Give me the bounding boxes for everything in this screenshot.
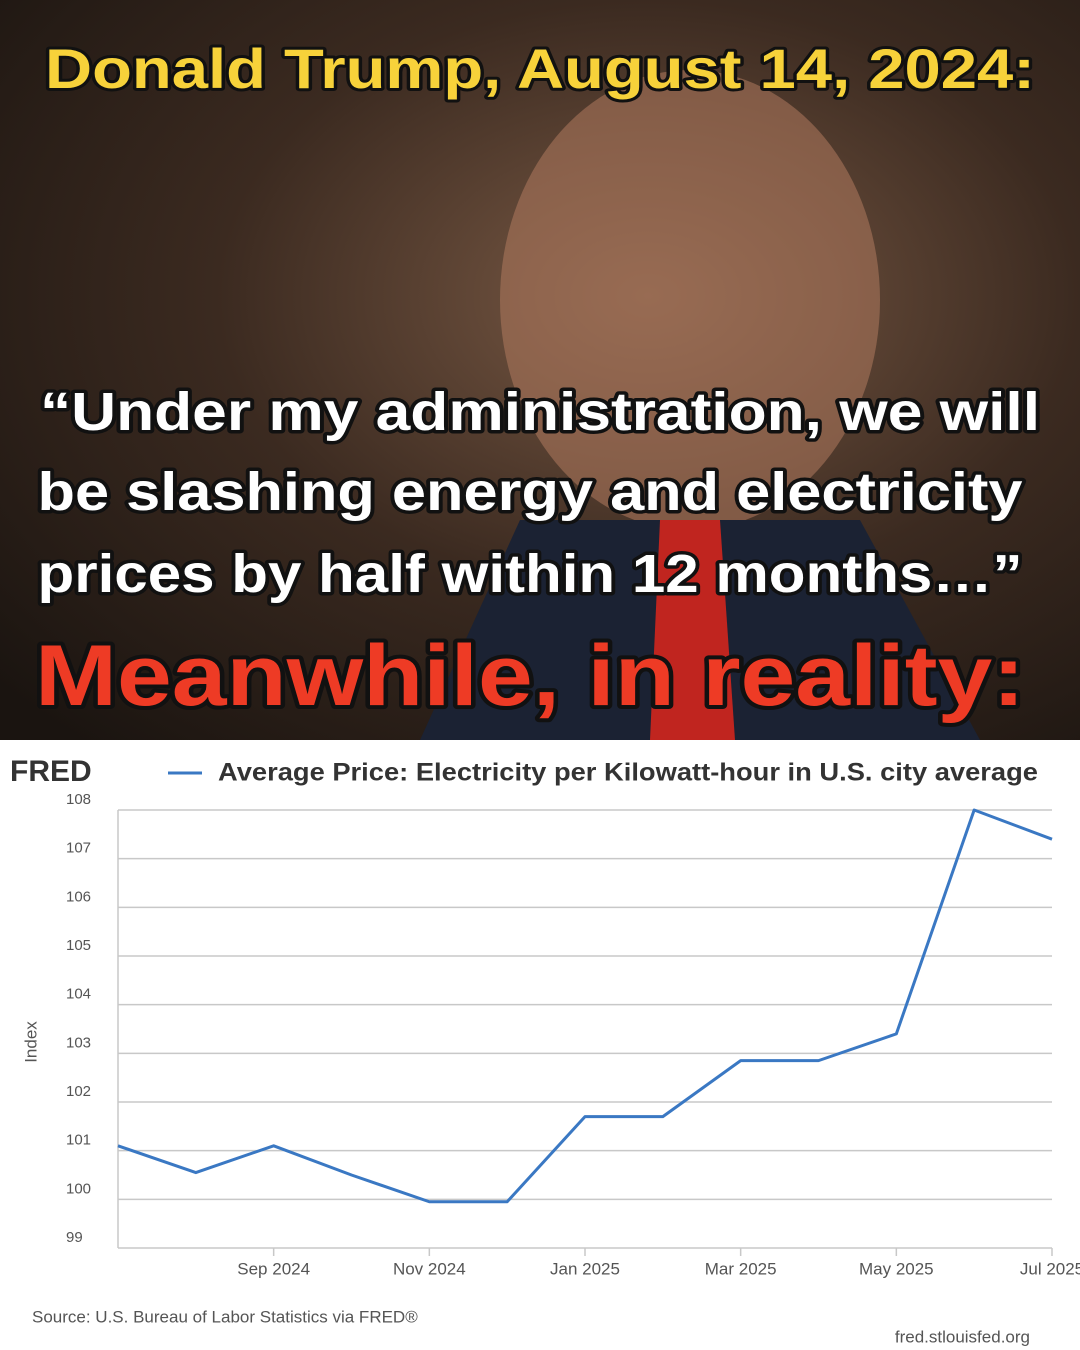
y-tick-label: 105	[66, 937, 91, 954]
legend-label: Average Price: Electricity per Kilowatt-…	[218, 759, 1038, 787]
chart: FRED Index Source: U.S. Bureau of Labor …	[0, 740, 1080, 1350]
y-tick-label: 102	[66, 1083, 91, 1100]
y-tick-label: 108	[66, 791, 91, 808]
site-note: fred.stlouisfed.org	[895, 1327, 1030, 1346]
x-tick-label: Mar 2025	[705, 1259, 777, 1278]
y-tick-label: 104	[66, 986, 91, 1003]
y-tick-label: 103	[66, 1034, 91, 1051]
source-note: Source: U.S. Bureau of Labor Statistics …	[32, 1307, 418, 1326]
x-tick-label: Nov 2024	[393, 1259, 466, 1278]
reality-heading: Meanwhile, in reality:	[35, 628, 1025, 724]
tie-shape	[650, 520, 735, 740]
y-tick-label: 106	[66, 888, 91, 905]
x-tick-label: Sep 2024	[237, 1259, 310, 1278]
y-tick-label: 99	[66, 1229, 83, 1246]
x-tick-label: Jul 2025	[1020, 1259, 1080, 1278]
y-tick-label: 107	[66, 840, 91, 857]
y-tick-label: 101	[66, 1132, 91, 1149]
quote-line: “Under my administration, we will	[40, 382, 1040, 442]
y-tick-label: 100	[66, 1180, 91, 1197]
quote-line: be slashing energy and electricity	[38, 462, 1023, 522]
quote-line: prices by half within 12 months…”	[38, 544, 1023, 604]
photo-panel: Donald Trump, August 14, 2024: “Under my…	[0, 0, 1080, 740]
y-axis-label: Index	[21, 1021, 40, 1063]
headline: Donald Trump, August 14, 2024:	[45, 37, 1035, 100]
x-tick-label: May 2025	[859, 1259, 934, 1278]
x-tick-label: Jan 2025	[550, 1259, 620, 1278]
fred-logo: FRED	[10, 755, 92, 788]
data-line	[117, 808, 1053, 1204]
face-shape	[500, 70, 880, 530]
